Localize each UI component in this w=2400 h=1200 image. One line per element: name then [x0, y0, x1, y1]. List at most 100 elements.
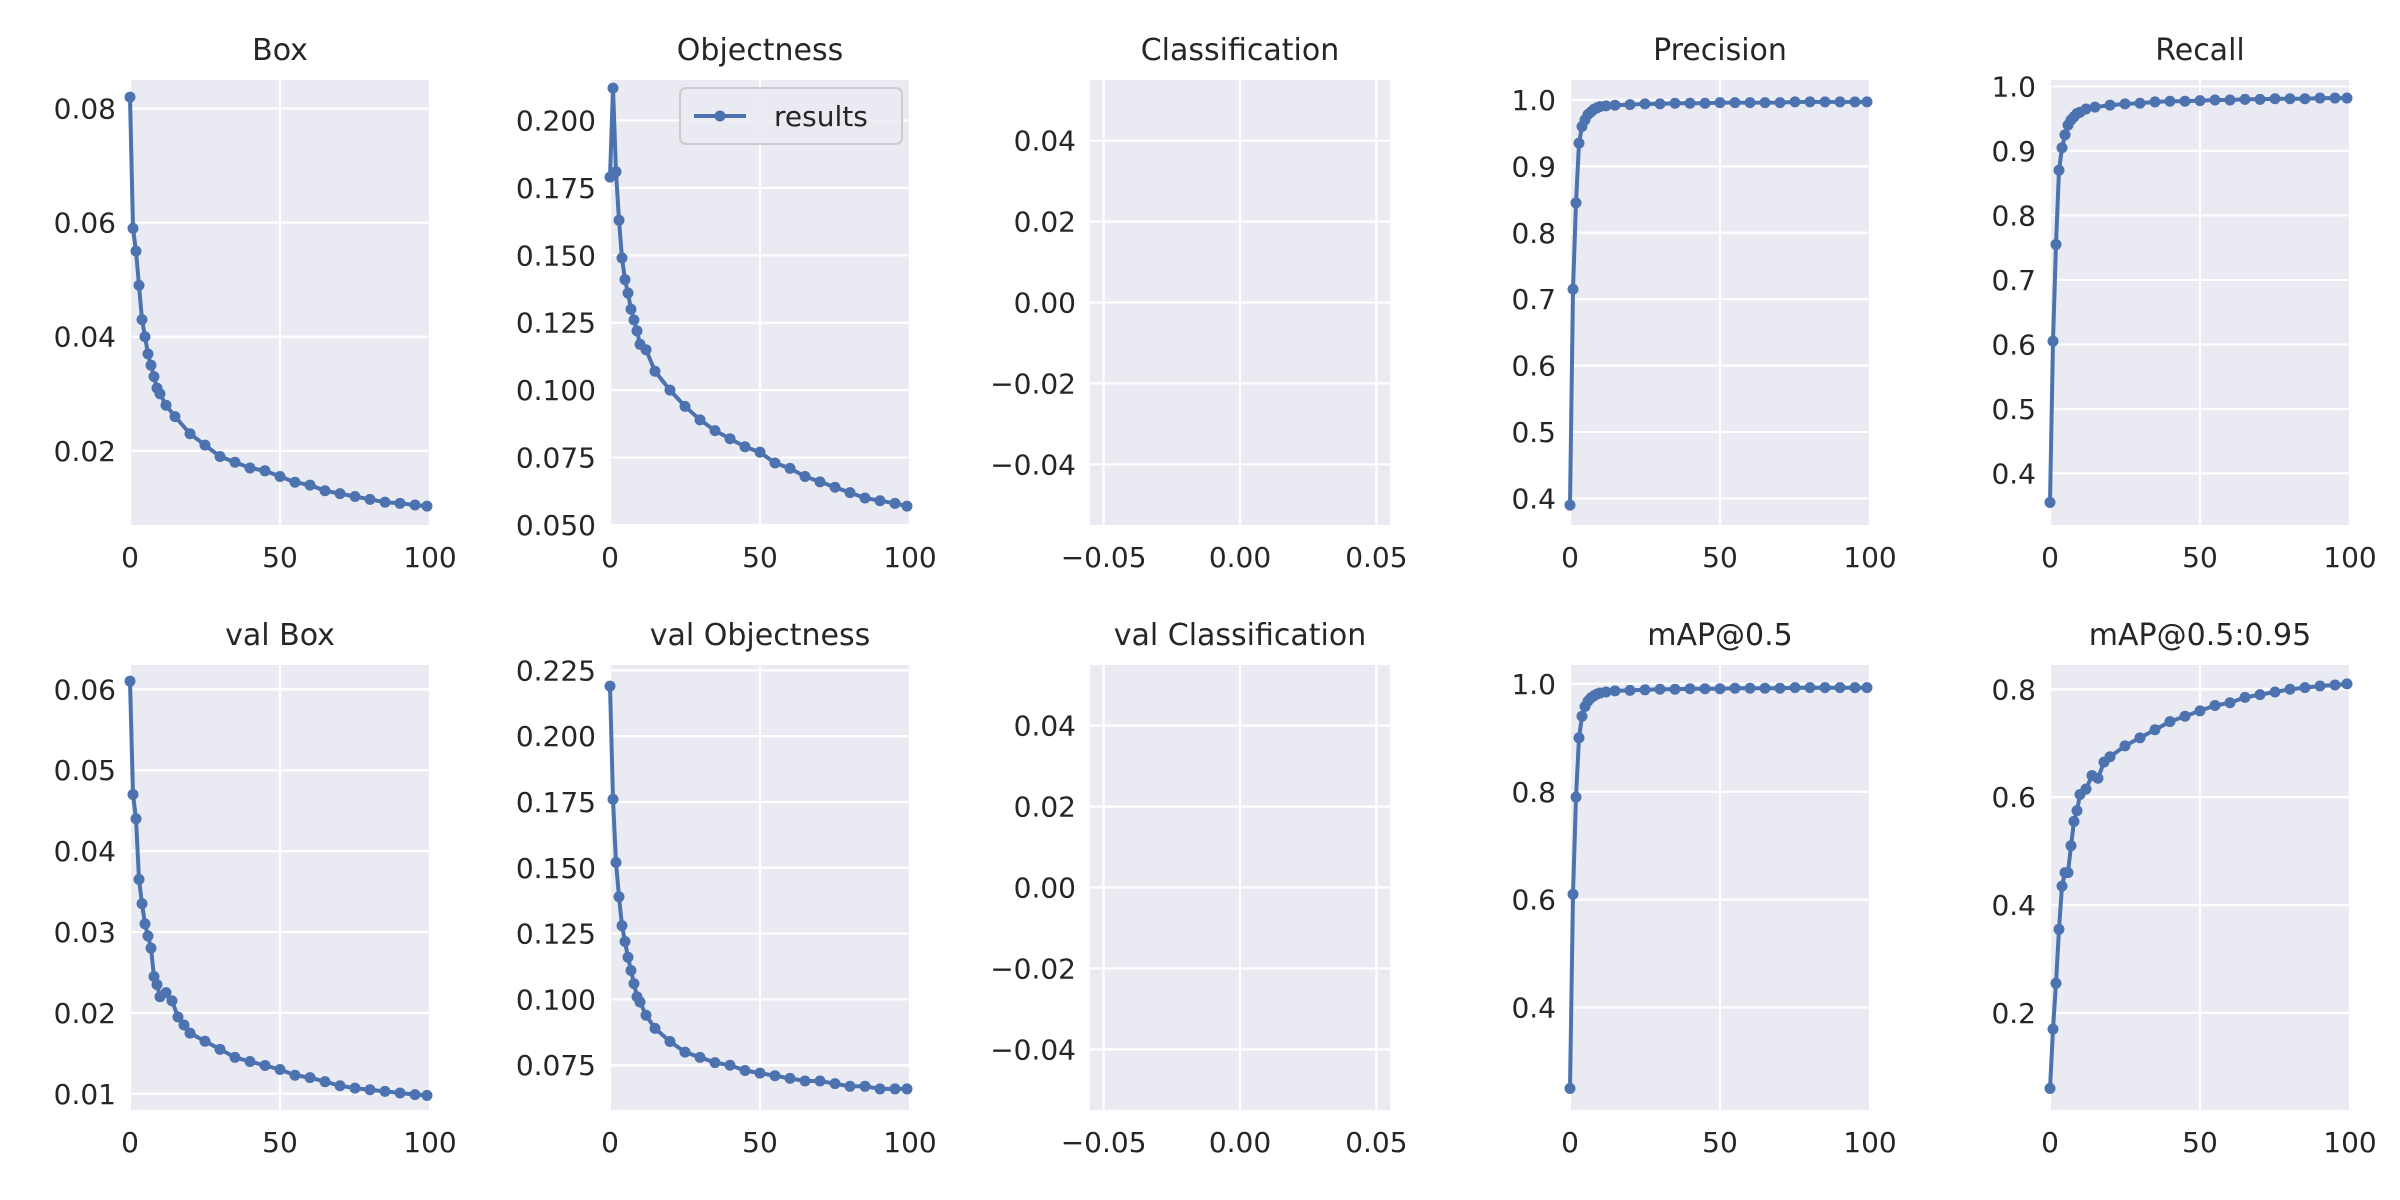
data-point [169, 411, 181, 423]
data-point [2329, 92, 2341, 104]
data-point [1624, 99, 1636, 111]
y-tick-label: 0.08 [54, 93, 116, 126]
x-tick-label: 100 [403, 1126, 456, 1159]
y-tick-label: 0.075 [516, 1049, 596, 1082]
data-point [649, 1022, 661, 1034]
data-point [2224, 94, 2236, 106]
data-point [2341, 92, 2353, 104]
data-point [1576, 710, 1588, 722]
data-point [2050, 977, 2062, 989]
data-point [859, 1080, 871, 1092]
data-point [1600, 100, 1612, 112]
data-point [1669, 97, 1681, 109]
x-tick-label: 100 [403, 541, 456, 574]
y-tick-label: 0.200 [516, 720, 596, 753]
data-point [1564, 499, 1576, 511]
y-tick-label: 0.125 [516, 307, 596, 340]
data-point [2059, 129, 2071, 141]
x-tick-label: 0 [601, 1126, 619, 1159]
data-point [901, 500, 913, 512]
y-tick-label: 0.100 [516, 374, 596, 407]
x-tick-label: 0 [601, 541, 619, 574]
y-tick-label: 0.6 [1511, 350, 1556, 383]
data-point [2209, 94, 2221, 106]
data-point [1564, 1082, 1576, 1094]
y-tick-label: 1.0 [1511, 668, 1556, 701]
data-point [1789, 96, 1801, 108]
data-point [1570, 197, 1582, 209]
data-point [274, 471, 286, 483]
data-point [709, 1057, 721, 1069]
panel-title: Recall [2155, 33, 2245, 68]
y-tick-label: 0.04 [1014, 125, 1076, 158]
data-point [1654, 683, 1666, 695]
data-point [664, 384, 676, 396]
data-point [214, 1043, 226, 1055]
data-point [2119, 740, 2131, 752]
data-point [889, 497, 901, 509]
data-point [739, 441, 751, 453]
data-point [613, 214, 625, 226]
data-point [874, 495, 886, 507]
data-point [409, 499, 421, 511]
x-tick-label: 0.05 [1345, 1126, 1407, 1159]
data-point [769, 457, 781, 469]
data-point [874, 1083, 886, 1095]
y-tick-label: 1.0 [1991, 70, 2036, 103]
data-point [136, 898, 148, 910]
y-tick-label: 1.0 [1511, 84, 1556, 117]
data-point [2341, 678, 2353, 690]
data-point [607, 793, 619, 805]
data-point [364, 1084, 376, 1096]
data-point [130, 245, 142, 257]
y-tick-label: 0.04 [1014, 710, 1076, 743]
y-tick-label: 0.175 [516, 786, 596, 819]
x-tick-label: 50 [2182, 541, 2218, 574]
data-point [1729, 682, 1741, 694]
data-point [625, 964, 637, 976]
data-point [421, 500, 433, 512]
panel-map-0-5: 0 50 100 0.4 0.6 0.8 1.0 mAP@0.5 [1511, 618, 1896, 1159]
data-point [421, 1089, 433, 1101]
data-point [334, 1080, 346, 1092]
y-tick-label: 0.04 [54, 835, 116, 868]
data-point [754, 1067, 766, 1079]
x-tick-label: 50 [742, 1126, 778, 1159]
data-point [724, 1059, 736, 1071]
data-point [2149, 96, 2161, 108]
data-point [1834, 682, 1846, 694]
y-tick-label: 0.7 [1991, 264, 2036, 297]
data-point [127, 222, 139, 234]
data-point [610, 166, 622, 178]
data-point [2134, 97, 2146, 109]
data-point [2056, 142, 2068, 154]
x-tick-label: −0.05 [1061, 1126, 1147, 1159]
panel-title: val Box [225, 618, 335, 653]
data-point [1849, 96, 1861, 108]
y-tick-label: 0.150 [516, 852, 596, 885]
x-tick-label: 100 [2323, 541, 2376, 574]
data-point [724, 433, 736, 445]
data-point [154, 388, 166, 400]
data-point [859, 492, 871, 504]
data-point [319, 485, 331, 497]
data-point [2047, 1023, 2059, 1035]
data-point [2269, 686, 2281, 698]
y-tick-label: 0.100 [516, 983, 596, 1016]
data-point [1804, 682, 1816, 694]
y-tick-label: −0.02 [990, 367, 1076, 400]
data-point [184, 1027, 196, 1039]
data-point [364, 493, 376, 505]
data-point [628, 314, 640, 326]
data-point [613, 891, 625, 903]
legend-label: results [774, 100, 868, 133]
data-point [2299, 682, 2311, 694]
panel-title: Objectness [677, 33, 843, 68]
y-tick-label: 0.6 [1991, 781, 2036, 814]
data-point [142, 348, 154, 360]
panel-classification: −0.05 0.00 0.05 −0.04 −0.02 0.00 0.02 0.04 Class… [990, 33, 1407, 574]
x-tick-label: 0.05 [1345, 541, 1407, 574]
y-tick-label: 0.6 [1511, 884, 1556, 917]
data-point [394, 1087, 406, 1099]
y-tick-label: 0.8 [1991, 673, 2036, 706]
